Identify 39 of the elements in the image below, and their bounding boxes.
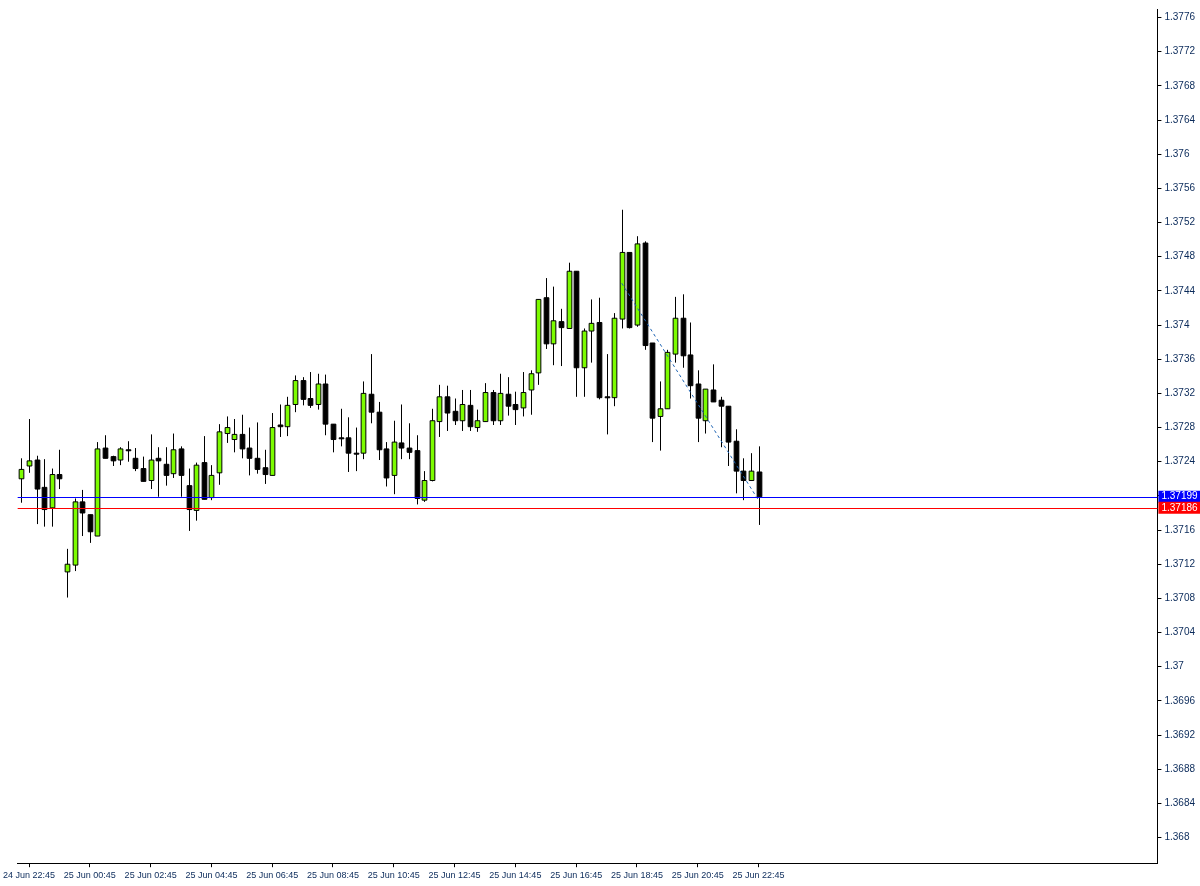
y-tick-label: 1.3688 <box>1164 762 1196 774</box>
x-tick-label: 25 Jun 00:45 <box>63 870 116 881</box>
y-tick-label: 1.3772 <box>1164 45 1196 57</box>
ref-line-label: 1.37186 <box>1161 501 1198 513</box>
y-tick-label: 1.368 <box>1164 831 1190 843</box>
x-tick-label: 25 Jun 18:45 <box>610 870 663 881</box>
y-tick-label: 1.3764 <box>1164 113 1196 125</box>
y-tick-label: 1.3704 <box>1164 626 1196 638</box>
y-tick-label: 1.3712 <box>1164 557 1196 569</box>
x-tick-label: 24 Jun 22:45 <box>3 870 56 881</box>
x-tick-label: 25 Jun 14:45 <box>489 870 542 881</box>
y-tick-label: 1.3732 <box>1164 387 1196 399</box>
x-tick-label: 25 Jun 06:45 <box>246 870 299 881</box>
x-tick-label: 25 Jun 08:45 <box>306 870 360 881</box>
y-tick-label: 1.3724 <box>1164 455 1196 467</box>
y-tick-label: 1.3728 <box>1164 421 1196 433</box>
x-tick-label: 25 Jun 22:45 <box>732 870 785 881</box>
x-tick-label: 25 Jun 04:45 <box>185 870 238 881</box>
x-tick-label: 25 Jun 12:45 <box>428 870 481 881</box>
y-tick-label: 1.3716 <box>1164 523 1196 535</box>
x-tick-label: 25 Jun 10:45 <box>367 870 420 881</box>
y-tick-label: 1.374 <box>1164 318 1190 330</box>
y-tick-label: 1.3696 <box>1164 694 1196 706</box>
y-tick-label: 1.37 <box>1164 660 1185 672</box>
y-tick-label: 1.3768 <box>1164 79 1196 91</box>
y-tick-label: 1.3756 <box>1164 182 1196 194</box>
y-tick-label: 1.376 <box>1164 147 1190 159</box>
y-tick-label: 1.3736 <box>1164 352 1196 364</box>
y-tick-label: 1.3684 <box>1164 797 1196 809</box>
y-tick-label: 1.3752 <box>1164 216 1196 228</box>
x-tick-label: 25 Jun 20:45 <box>671 870 724 881</box>
y-tick-label: 1.3748 <box>1164 250 1196 262</box>
x-tick-label: 25 Jun 16:45 <box>550 870 603 881</box>
y-tick-label: 1.3708 <box>1164 592 1196 604</box>
x-tick-label: 25 Jun 02:45 <box>124 870 177 881</box>
ref-line-label: 1.37199 <box>1161 490 1198 502</box>
y-tick-label: 1.3744 <box>1164 284 1196 296</box>
y-tick-label: 1.3692 <box>1164 728 1196 740</box>
y-tick-label: 1.3776 <box>1164 11 1196 23</box>
